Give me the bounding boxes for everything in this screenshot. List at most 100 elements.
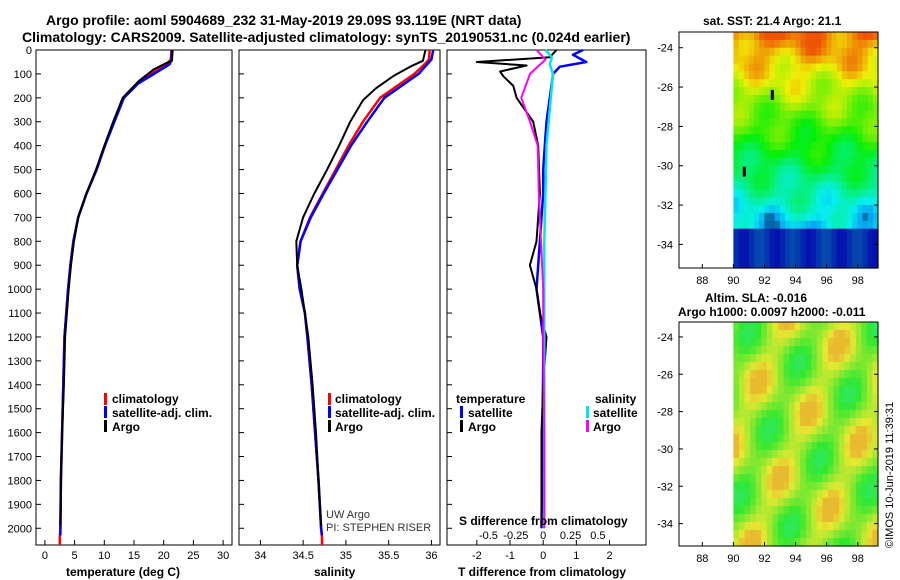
sla-cell [811, 354, 818, 363]
sst-cell [867, 71, 874, 80]
sla-cell [872, 322, 879, 331]
sla-cell [844, 322, 851, 331]
sla-cell [811, 506, 818, 515]
sla-cell [755, 458, 762, 467]
sst-cell [862, 157, 869, 167]
sla-cell [855, 434, 862, 443]
difference-series [475, 48, 588, 529]
sla-cell [766, 522, 773, 531]
sla-cell [839, 514, 846, 523]
sla-cell [800, 522, 807, 531]
sst-cell [836, 87, 843, 96]
sst-cell [764, 142, 771, 151]
sla-cell [822, 410, 829, 419]
sst-cell [810, 244, 817, 253]
sla-cell [805, 506, 812, 515]
sla-cell [733, 434, 740, 443]
map-x-tick-label: 90 [727, 553, 739, 565]
sla-cell [828, 338, 835, 347]
sst-cell [754, 79, 760, 88]
sla-cell [850, 362, 857, 371]
sst-cell [800, 79, 807, 88]
sla-cell [822, 362, 829, 371]
sst-cell [841, 118, 848, 127]
sla-cell [766, 482, 773, 491]
sst-cell [764, 165, 771, 175]
legend-temperature-title: temperature [456, 392, 526, 406]
sst-cell [759, 79, 765, 88]
sla-cell [828, 330, 835, 339]
sla-cell [839, 522, 846, 531]
sst-cell [847, 181, 853, 190]
sst-cell [841, 197, 848, 206]
sla-cell [739, 442, 746, 451]
sla-cell [739, 386, 746, 395]
sst-cell [759, 181, 765, 190]
sst-cell [805, 252, 812, 261]
sla-cell [828, 362, 835, 371]
sst-cell [841, 110, 848, 120]
sst-cell [738, 197, 745, 206]
sla-cell [755, 330, 762, 339]
sst-cell [867, 55, 874, 65]
sst-cell [754, 236, 760, 245]
sst-cell [862, 32, 869, 41]
sst-cell [754, 126, 760, 135]
sst-cell [779, 165, 786, 175]
sla-cell [772, 386, 779, 395]
sst-cell [821, 39, 827, 49]
temperature-series [58, 49, 174, 545]
sst-cell [862, 244, 869, 253]
sla-cell [733, 402, 740, 411]
sst-cell [795, 71, 802, 80]
sst-cell [852, 220, 858, 230]
sst-cell [836, 220, 843, 230]
sla-cell [844, 498, 851, 507]
sst-cell [816, 79, 822, 88]
sla-cell [755, 346, 762, 355]
sst-cell [769, 47, 776, 57]
sst-cell [785, 150, 791, 159]
sla-cell [816, 386, 823, 395]
sst-cell [743, 110, 750, 120]
sla-cell [839, 538, 846, 547]
sla-cell [783, 458, 790, 467]
sst-cell [779, 87, 786, 96]
sst-cell [769, 142, 776, 151]
sst-cell [774, 181, 781, 190]
sla-cell [783, 450, 790, 459]
sla-cell [833, 434, 840, 443]
sst-cell [743, 94, 750, 104]
sla-cell [828, 466, 835, 475]
map-x-tick-label: 98 [852, 553, 864, 565]
sst-cell [862, 79, 869, 88]
sla-cell [850, 538, 857, 547]
sla-cell [839, 442, 846, 451]
sst-cell [867, 228, 874, 238]
sla-cell [783, 338, 790, 347]
sla-cell [816, 394, 823, 403]
sst-cell [774, 260, 781, 269]
sla-cell [733, 442, 740, 451]
sst-cell [774, 47, 781, 57]
sst-cell [867, 47, 874, 57]
sst-cell [795, 79, 802, 88]
sst-cell [774, 102, 781, 112]
sst-cell [831, 126, 838, 135]
sst-cell [759, 236, 765, 245]
sst-cell [826, 47, 833, 57]
sst-cell [857, 47, 864, 57]
sla-cell [811, 402, 818, 411]
sla-cell [833, 490, 840, 499]
sst-cell [831, 142, 838, 151]
sst-cell [800, 228, 807, 238]
sla-cell [744, 354, 751, 363]
sla-cell [872, 338, 879, 347]
sla-cell [744, 514, 751, 523]
sla-cell [766, 442, 773, 451]
sst-cell [805, 71, 812, 80]
sst-cell [769, 110, 776, 120]
sst-cell [847, 118, 853, 127]
sst-cell [847, 205, 853, 214]
sla-cell [750, 330, 757, 339]
